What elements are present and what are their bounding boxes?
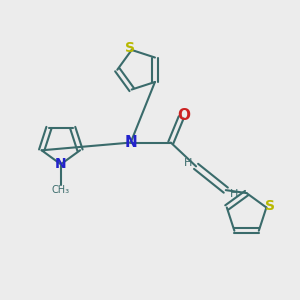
Text: N: N [55, 157, 67, 171]
Text: H: H [184, 158, 192, 168]
Text: N: N [124, 135, 137, 150]
Text: CH₃: CH₃ [52, 185, 70, 195]
Text: S: S [125, 41, 135, 56]
Text: H: H [230, 189, 238, 199]
Text: S: S [265, 199, 275, 213]
Text: O: O [178, 108, 191, 123]
